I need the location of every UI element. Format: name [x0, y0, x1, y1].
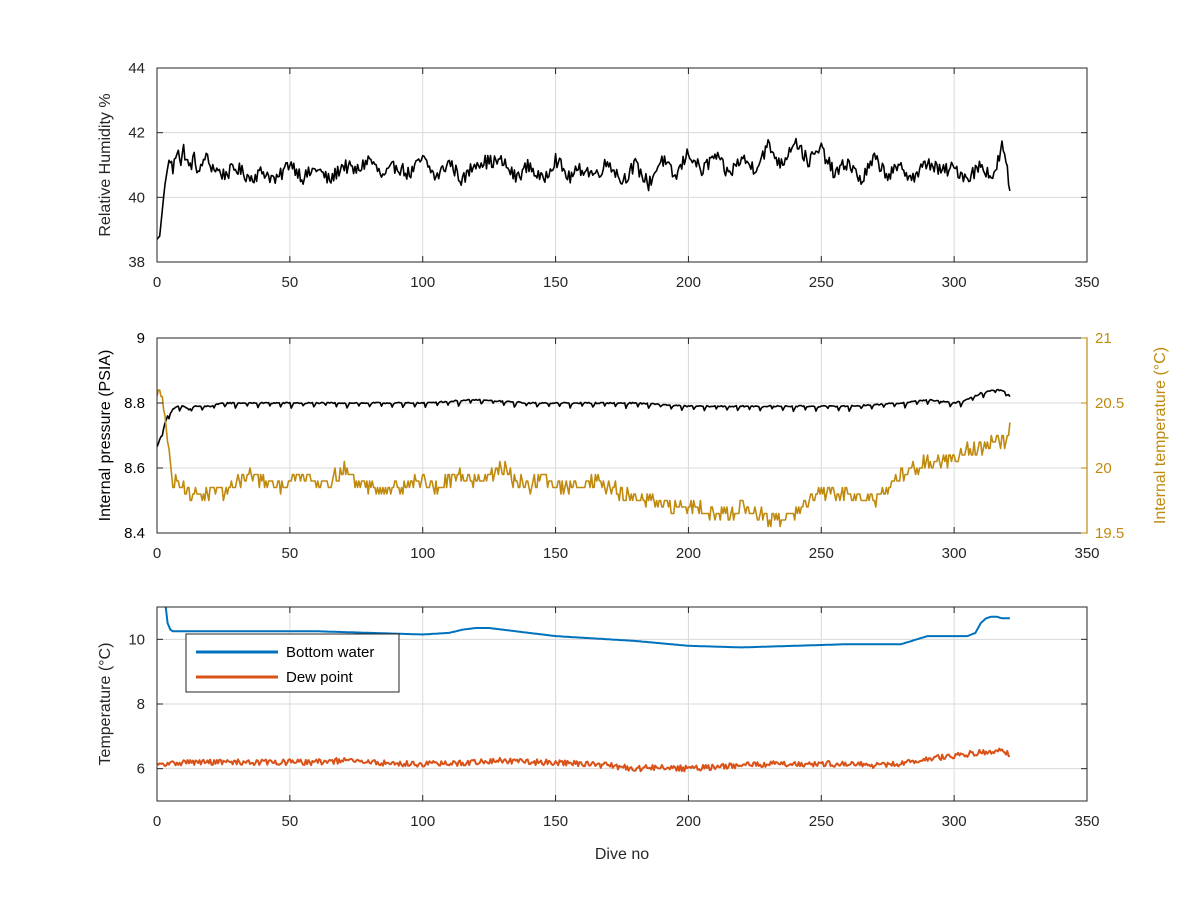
x-tick-label: 0 [153, 545, 161, 562]
y-tick-label: 40 [128, 189, 145, 206]
x-tick-label: 50 [282, 813, 299, 830]
x-axis-label: Dive no [595, 846, 649, 863]
legend-box [185, 633, 400, 693]
series-line-bottom-water [164, 607, 1010, 649]
panel-1: 0 50 100 150 200 250 300 350 38 40 42 44 Relative Hu… [97, 60, 1100, 291]
y-tick-label: 8.6 [124, 460, 145, 477]
x-tick-label: 200 [676, 545, 701, 562]
panel-3: 0 50 100 150 200 250 300 350 6 8 10 Temperature (°C… [97, 606, 1100, 863]
plot-area [157, 137, 1011, 240]
y-tick-label: 8.8 [124, 395, 145, 412]
x-tick-label: 150 [543, 813, 568, 830]
legend-label: Dew point [286, 669, 354, 686]
y-tick-label: 38 [128, 254, 145, 271]
x-tick-label: 350 [1074, 274, 1099, 291]
x-tick-label: 300 [942, 274, 967, 291]
x-tick-label: 0 [153, 274, 161, 291]
y-tick-label-right: 19.5 [1095, 525, 1124, 542]
series-line-2 [157, 389, 1011, 528]
series-line-1 [157, 388, 1011, 448]
y-tick-label: 42 [128, 125, 145, 142]
x-tick-label: 150 [543, 545, 568, 562]
legend-label: Bottom water [286, 644, 374, 661]
plot-area [157, 388, 1011, 528]
legend: Bottom water Dew point [185, 633, 400, 693]
x-tick-label: 50 [282, 545, 299, 562]
x-tick-label: 250 [809, 545, 834, 562]
x-tick-label: 200 [676, 813, 701, 830]
x-tick-label: 50 [282, 274, 299, 291]
axes-box [156, 67, 1088, 263]
y-tick-label: 8 [137, 696, 145, 713]
x-tick-label: 150 [543, 274, 568, 291]
plot-area [157, 607, 1011, 773]
axes-box [156, 337, 1088, 534]
x-tick-label: 100 [410, 813, 435, 830]
y-tick-label: 9 [137, 330, 145, 347]
x-tick-label: 250 [809, 813, 834, 830]
series-line-1 [157, 137, 1011, 240]
y-tick-label: 44 [128, 60, 145, 77]
y-tick-label: 10 [128, 631, 145, 648]
y-tick-label-right: 21 [1095, 330, 1112, 347]
y-tick-label: 8.4 [124, 525, 145, 542]
x-tick-label: 350 [1074, 545, 1099, 562]
y-tick-label-right: 20.5 [1095, 395, 1124, 412]
x-tick-label: 250 [809, 274, 834, 291]
y-axis-label: Internal pressure (PSIA) [97, 350, 114, 522]
x-tick-label: 350 [1074, 813, 1099, 830]
x-tick-label: 100 [410, 545, 435, 562]
y-tick-label: 6 [137, 761, 145, 778]
y-tick-label-right: 20 [1095, 460, 1112, 477]
x-tick-label: 300 [942, 545, 967, 562]
y-axis-label: Temperature (°C) [97, 643, 114, 766]
y-axis-label-right: Internal temperature (°C) [1152, 347, 1169, 524]
x-tick-label: 200 [676, 274, 701, 291]
x-tick-label: 100 [410, 274, 435, 291]
x-tick-label: 0 [153, 813, 161, 830]
panel-2: 0 50 100 150 200 250 300 350 8.4 8.6 8.8 9 19.5 20 20.… [97, 330, 1169, 562]
y-axis-label: Relative Humidity % [97, 93, 114, 236]
x-tick-label: 300 [942, 813, 967, 830]
series-line-dew-point [157, 747, 1011, 773]
